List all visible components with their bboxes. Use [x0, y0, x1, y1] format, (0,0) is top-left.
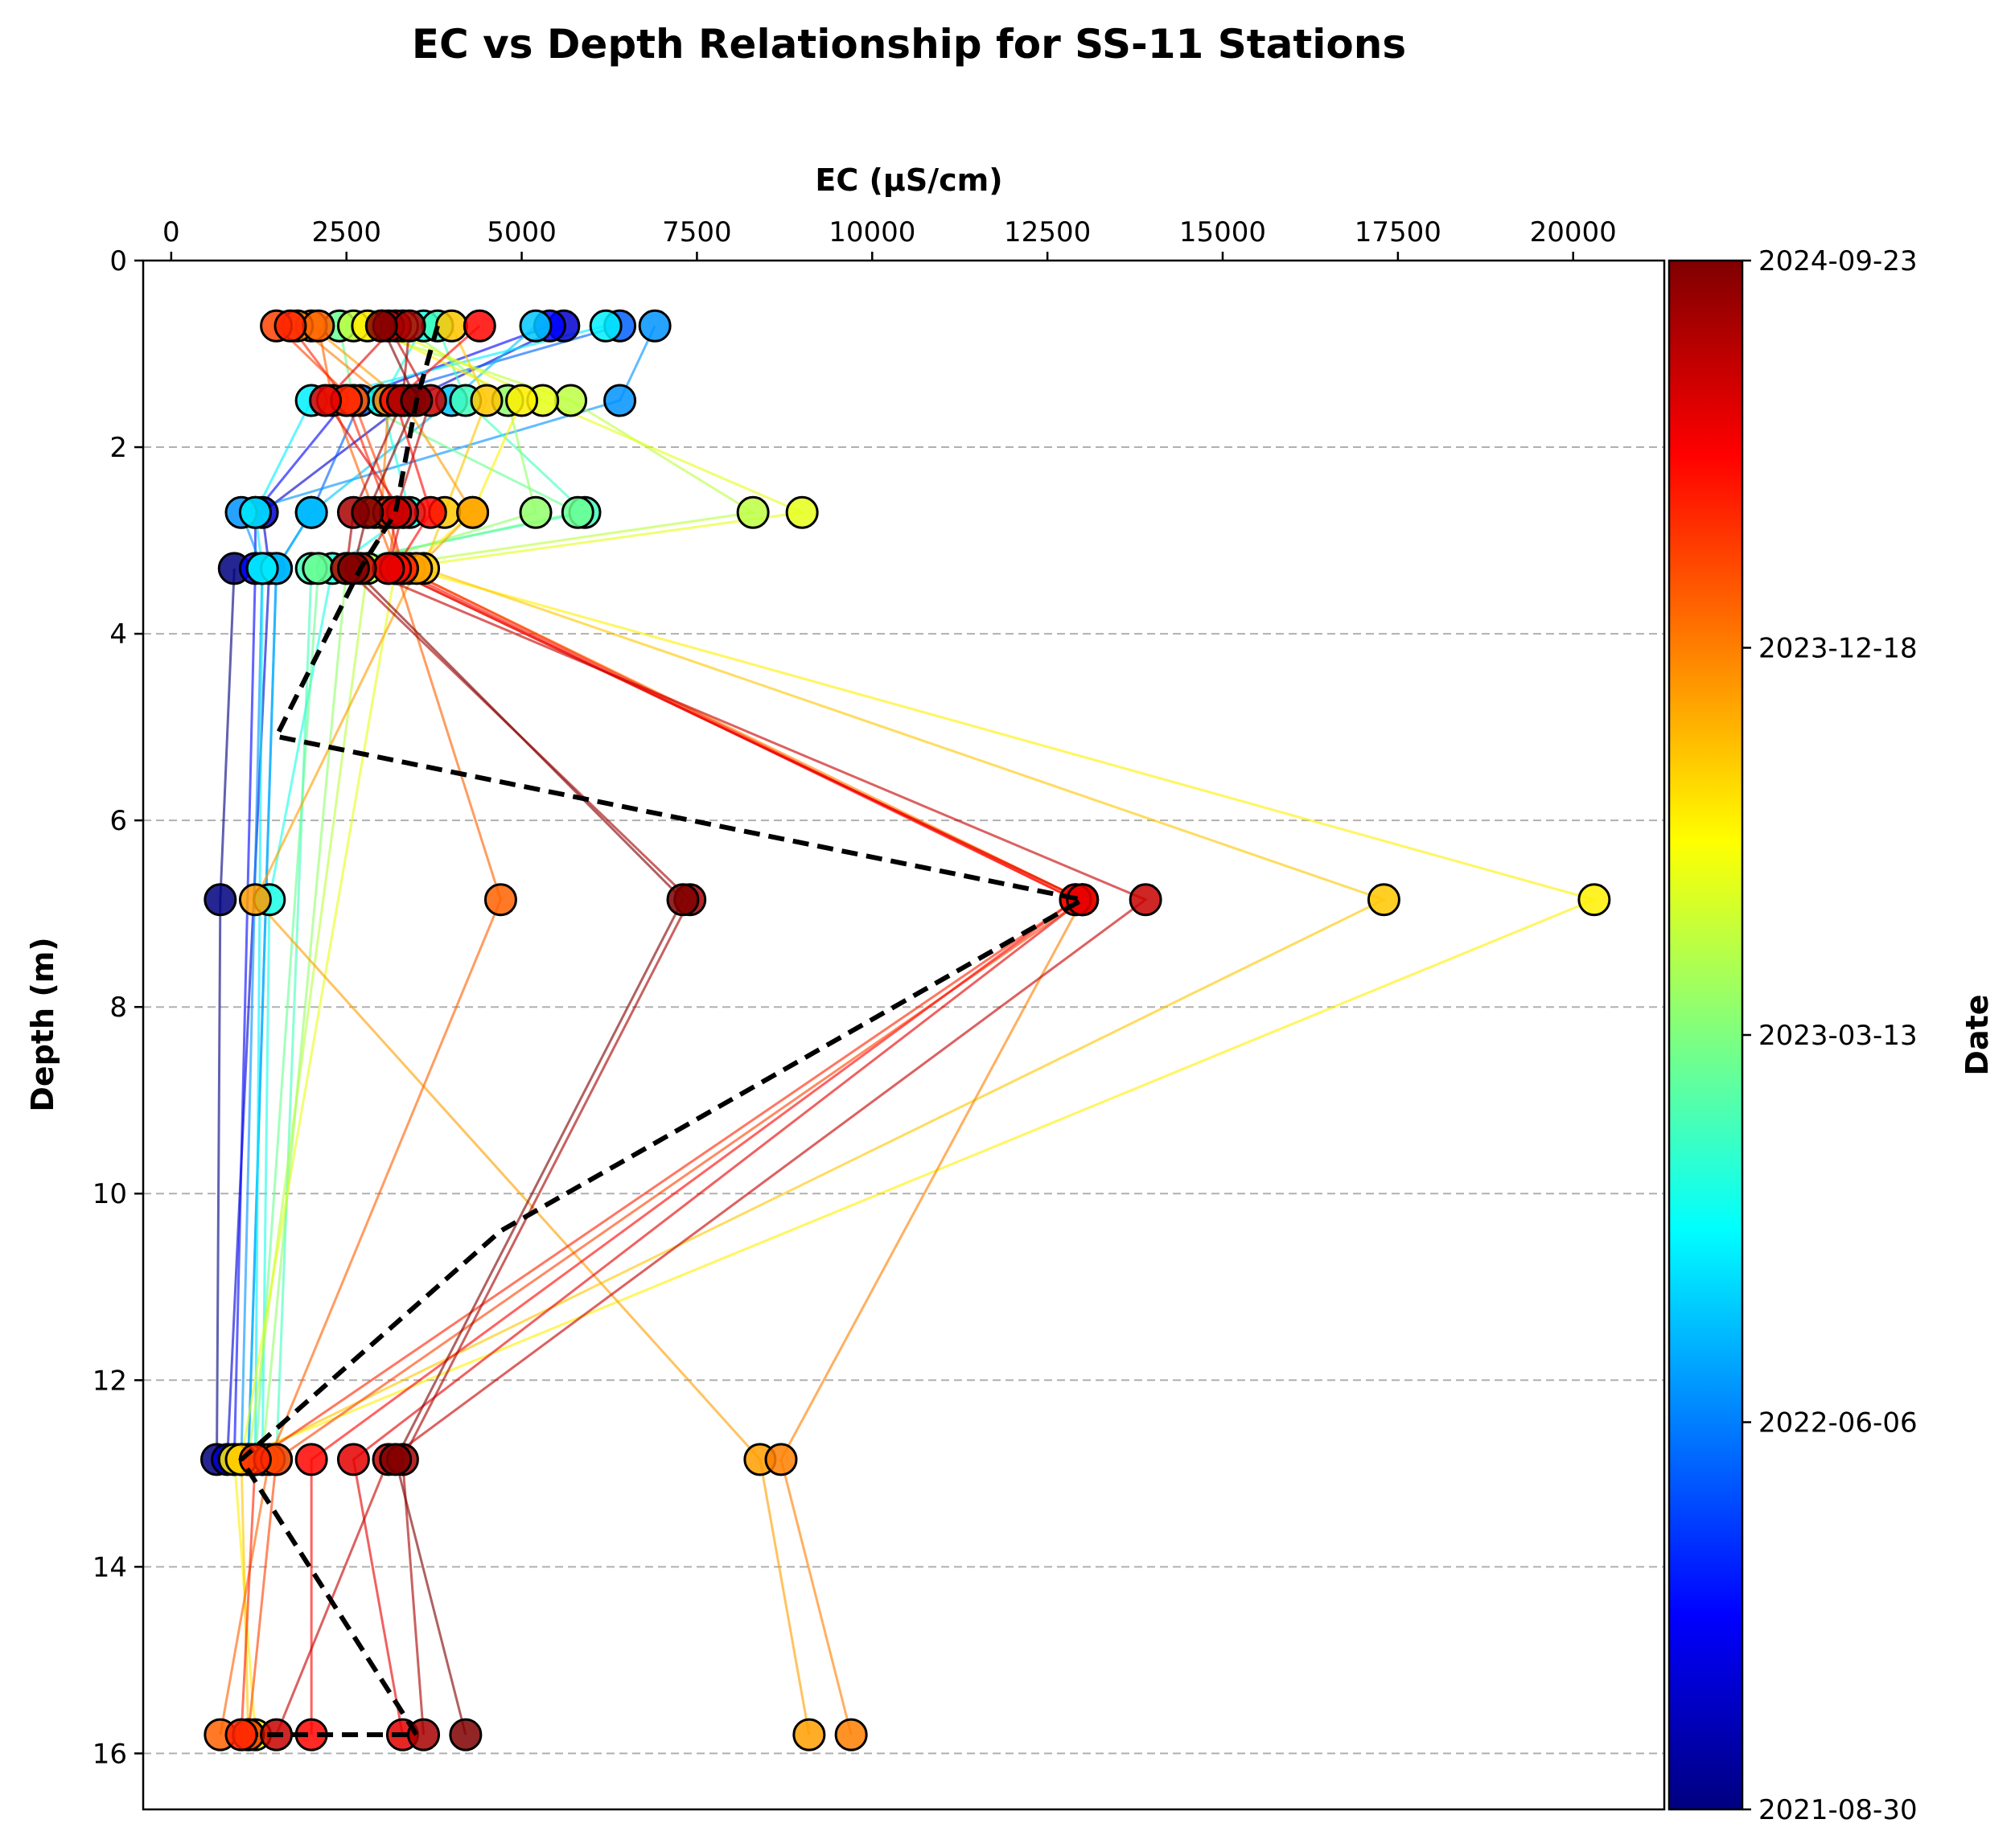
- data-point: [224, 1718, 258, 1751]
- x-axis-ticks: 0 2500 5000 7500 10000 12500 15000 17500 20000: [162, 216, 1617, 261]
- x-tick-label: 2500: [311, 216, 381, 248]
- data-point: [413, 495, 447, 529]
- x-tick-label: 10000: [829, 216, 915, 248]
- x-tick-label: 15000: [1179, 216, 1266, 248]
- y-tick-label: 16: [93, 1738, 127, 1770]
- colorbar-tick-label: 2022-06-06: [1758, 1407, 1918, 1439]
- x-axis-label: EC (µS/cm): [815, 162, 1002, 198]
- colorbar-tick-label: 2023-12-18: [1758, 633, 1918, 665]
- y-tick-label: 12: [93, 1365, 127, 1397]
- mean-profile-line: [238, 325, 1090, 1738]
- y-tick-label: 8: [109, 992, 127, 1024]
- data-point: [554, 384, 588, 417]
- data-point: [519, 495, 553, 529]
- profile-line: [352, 325, 685, 1735]
- data-point: [302, 552, 335, 585]
- data-point: [519, 309, 553, 343]
- x-tick-label: 5000: [487, 216, 557, 248]
- colorbar-tick-label: 2023-03-13: [1758, 1020, 1918, 1052]
- x-tick-label: 17500: [1355, 216, 1441, 248]
- plot-frame: [142, 259, 1666, 1811]
- data-point: [204, 883, 237, 917]
- data-point: [792, 1718, 826, 1751]
- mean-profile: [238, 325, 1090, 1738]
- x-tick-label: 20000: [1530, 216, 1617, 248]
- profile-line: [261, 325, 425, 1460]
- data-point: [834, 1718, 868, 1751]
- data-point: [736, 495, 770, 529]
- y-tick-label: 0: [109, 245, 127, 277]
- y-tick-label: 14: [93, 1551, 127, 1583]
- x-tick-label: 0: [162, 216, 180, 248]
- data-point: [638, 309, 672, 343]
- data-point: [309, 384, 343, 417]
- data-point: [1066, 883, 1100, 917]
- data-point: [372, 552, 405, 585]
- profile-line: [216, 568, 236, 1460]
- profile-line: [240, 325, 656, 1460]
- profile-line: [253, 325, 811, 1735]
- data-point: [561, 495, 594, 529]
- colorbar-tick-label: 2024-09-23: [1758, 245, 1918, 277]
- data-point: [393, 309, 426, 343]
- data-point: [238, 495, 272, 529]
- y-tick-label: 2: [109, 432, 127, 464]
- data-point: [603, 384, 637, 417]
- y-axis-label: Depth (m): [25, 937, 60, 1111]
- data-point: [407, 1718, 441, 1751]
- colorbar-tick-label: 2021-08-30: [1758, 1794, 1918, 1826]
- colorbar-label: Date: [1959, 994, 1995, 1075]
- data-point: [463, 309, 496, 343]
- data-point: [1367, 883, 1400, 917]
- data-point: [1577, 883, 1611, 917]
- data-point: [1129, 883, 1162, 917]
- data-point: [294, 1443, 328, 1476]
- x-tick-label: 7500: [662, 216, 732, 248]
- colorbar: [1668, 259, 1744, 1811]
- data-point: [470, 384, 504, 417]
- colorbar-ticks: 2021-08-30 2022-06-06 2023-03-13 2023-12-18…: [1742, 245, 1918, 1826]
- data-point: [505, 384, 539, 417]
- data-point: [434, 309, 468, 343]
- data-points: [200, 309, 1611, 1751]
- data-point: [449, 1718, 483, 1751]
- data-point: [336, 552, 370, 585]
- grid: [143, 260, 1664, 1755]
- y-tick-label: 6: [109, 805, 127, 837]
- profile-line: [253, 325, 582, 1460]
- data-point: [483, 883, 517, 917]
- data-point: [589, 309, 623, 343]
- data-point: [785, 495, 819, 529]
- data-point: [364, 309, 398, 343]
- profile-line: [345, 326, 692, 1735]
- data-point: [294, 495, 328, 529]
- profile-lines: [216, 324, 1598, 1735]
- data-point: [379, 1443, 413, 1476]
- y-axis-ticks: 0 2 4 6 8 10 12 14 16: [93, 245, 143, 1770]
- y-tick-label: 4: [109, 618, 127, 651]
- data-point: [336, 1443, 370, 1476]
- data-point: [456, 495, 490, 529]
- data-point: [351, 495, 384, 529]
- data-point: [764, 1443, 798, 1476]
- chart-title: EC vs Depth Relationship for SS-11 Stati…: [412, 21, 1406, 68]
- profile-line: [253, 324, 607, 1460]
- profile-line: [275, 325, 588, 1460]
- data-point: [245, 552, 279, 585]
- data-point: [302, 309, 335, 343]
- profile-line: [240, 325, 1078, 1735]
- y-tick-label: 10: [93, 1178, 127, 1210]
- data-point: [273, 309, 307, 343]
- data-point: [666, 883, 700, 917]
- x-tick-label: 12500: [1004, 216, 1091, 248]
- profile-line: [310, 325, 1078, 1735]
- data-point: [238, 883, 272, 917]
